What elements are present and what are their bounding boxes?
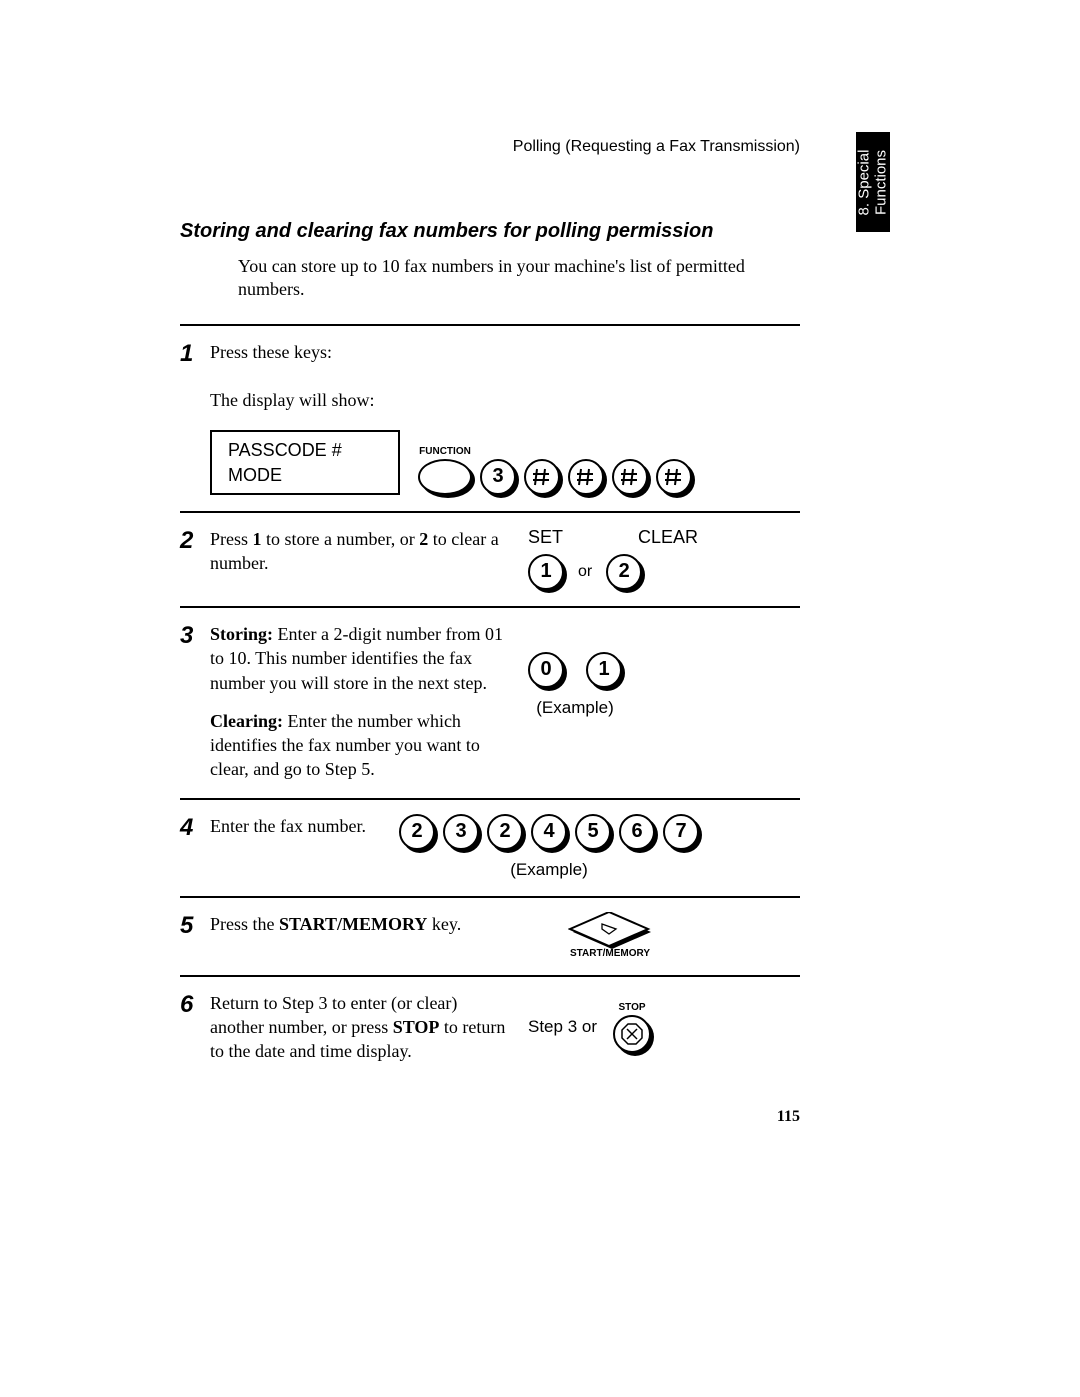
step5-key: START/MEMORY — [568, 912, 652, 959]
step-6: 6 Return to Step 3 to enter (or clear) a… — [180, 975, 800, 1080]
page-number: 115 — [777, 1108, 800, 1126]
step6-keys: Step 3 or STOP — [528, 991, 651, 1064]
step3-keys: 0 1 (Example) — [528, 622, 622, 782]
step-number: 2 — [180, 527, 210, 553]
stop-label: STOP — [618, 1002, 645, 1013]
set-label: SET — [528, 527, 563, 548]
step-number: 1 — [180, 340, 210, 366]
step2-keys: SET CLEAR 1 or 2 — [528, 527, 698, 590]
clear-label: CLEAR — [638, 527, 698, 548]
digit-key-0: 0 — [528, 652, 564, 688]
intro-text: You can store up to 10 fax numbers in yo… — [238, 255, 800, 302]
step-number: 3 — [180, 622, 210, 648]
manual-page: 8. Special Functions Polling (Requesting… — [180, 138, 800, 1080]
step-number: 4 — [180, 814, 210, 840]
hash-key — [612, 459, 648, 495]
digit-key: 6 — [619, 814, 655, 850]
digit-key-3: 3 — [480, 459, 516, 495]
step1-keys: FUNCTION 3 — [418, 340, 692, 495]
step5-text: Press the START/MEMORY key. — [210, 912, 550, 936]
hash-key — [656, 459, 692, 495]
digit-key: 2 — [487, 814, 523, 850]
digit-key: 5 — [575, 814, 611, 850]
step-4: 4 Enter the fax number. 2 3 2 4 5 6 7 (E… — [180, 798, 800, 896]
step-1: 1 Press these keys: The display will sho… — [180, 324, 800, 511]
step1-text2: The display will show: — [210, 388, 400, 412]
function-key — [418, 459, 472, 495]
step-5: 5 Press the START/MEMORY key. STAR — [180, 896, 800, 975]
function-label: FUNCTION — [419, 446, 471, 457]
display-readout: PASSCODE # MODE — [210, 430, 400, 495]
step3-clearing: Clearing: Enter the number which identif… — [210, 709, 510, 782]
tab-line2: Functions — [873, 149, 890, 215]
stop-key — [613, 1015, 651, 1053]
hash-key — [568, 459, 604, 495]
hash-key — [524, 459, 560, 495]
step3-storing: Storing: Enter a 2-digit number from 01 … — [210, 622, 510, 695]
example-label: (Example) — [398, 860, 700, 880]
step2-text: Press 1 to store a number, or 2 to clear… — [210, 527, 510, 576]
step-number: 6 — [180, 991, 210, 1017]
step1-text1: Press these keys: — [210, 340, 400, 364]
digit-key: 3 — [443, 814, 479, 850]
digit-key-1: 1 — [528, 554, 564, 590]
step3-or-label: Step 3 or — [528, 1017, 597, 1037]
digit-key: 4 — [531, 814, 567, 850]
step4-keys: 2 3 2 4 5 6 7 (Example) — [398, 814, 700, 880]
step-number: 5 — [180, 912, 210, 938]
step-2: 2 Press 1 to store a number, or 2 to cle… — [180, 511, 800, 606]
example-label: (Example) — [528, 698, 622, 718]
digit-key-2: 2 — [606, 554, 642, 590]
digit-key: 7 — [663, 814, 699, 850]
chapter-tab: 8. Special Functions — [856, 132, 890, 232]
step6-text: Return to Step 3 to enter (or clear) ano… — [210, 991, 510, 1064]
step4-text: Enter the fax number. — [210, 814, 400, 838]
step-3: 3 Storing: Enter a 2-digit number from 0… — [180, 606, 800, 798]
page-header: Polling (Requesting a Fax Transmission) — [180, 138, 800, 156]
tab-line1: 8. Special — [857, 149, 874, 215]
or-label: or — [578, 563, 592, 581]
section-title: Storing and clearing fax numbers for pol… — [180, 220, 800, 243]
digit-key-1: 1 — [586, 652, 622, 688]
digit-key: 2 — [399, 814, 435, 850]
